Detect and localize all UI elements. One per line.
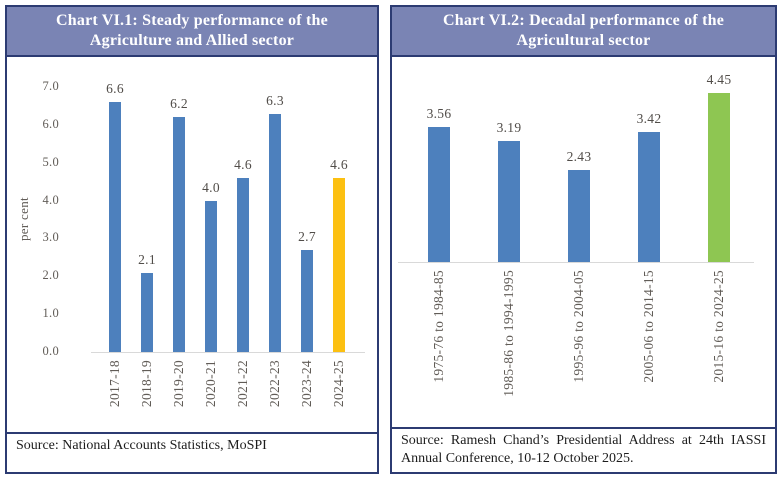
chart-area-annual-growth: 0.0 1.0 2.0 3.0 4.0 5.0 6.0 7.0 per cent 6.6 2017-… xyxy=(7,57,377,432)
bar-2022-23 xyxy=(269,114,281,352)
bar-2017-18 xyxy=(109,102,121,352)
x-axis-tick-label: 1995-96 to 2004-05 xyxy=(571,270,586,383)
x-axis-tick-label: 2020-21 xyxy=(203,360,218,408)
chart-area-decadal-growth: 3.56 1975-76 to 1984-85 3.19 1985-86 to 199… xyxy=(392,57,775,427)
bar-2021-22 xyxy=(237,178,249,352)
x-axis-tick-label: 2015-16 to 2024-25 xyxy=(711,270,726,383)
bar-value-label: 2.7 xyxy=(298,229,316,244)
chart-title: Chart VI.2: Decadal performance of the A… xyxy=(392,7,775,57)
bar-value-label: 6.6 xyxy=(106,81,124,96)
bar-value-label: 4.6 xyxy=(234,157,252,172)
y-axis-tick-label: 6.0 xyxy=(42,116,59,131)
bar-value-label: 6.2 xyxy=(170,96,188,111)
bar-value-label: 6.3 xyxy=(266,93,284,108)
x-axis-tick-label: 2021-22 xyxy=(235,360,250,408)
x-axis-tick-label: 2017-18 xyxy=(107,360,122,408)
x-axis-line xyxy=(398,262,754,263)
bar-value-label: 3.56 xyxy=(426,106,452,121)
bar-value-label: 4.45 xyxy=(706,72,732,87)
bar-2023-24 xyxy=(301,250,313,352)
x-axis-tick-label: 2022-23 xyxy=(267,360,282,408)
y-axis-tick-label: 1.0 xyxy=(42,306,59,321)
chart-title: Chart VI.1: Steady performance of the Ag… xyxy=(7,7,377,57)
bar-value-label: 4.0 xyxy=(202,180,220,195)
y-axis-tick-label: 4.0 xyxy=(42,192,59,207)
x-axis-line xyxy=(91,352,365,353)
x-axis-tick-label: 2019-20 xyxy=(171,360,186,408)
bar-value-label: 2.43 xyxy=(566,149,592,164)
source-note: Source: Ramesh Chand’s Presidential Addr… xyxy=(392,426,775,472)
bar-2020-21 xyxy=(205,201,217,352)
bar-value-label: 3.19 xyxy=(496,120,522,135)
x-axis-tick-label: 2018-19 xyxy=(139,360,154,408)
bar-1985-86 to 1994-1995 xyxy=(498,141,520,262)
y-axis-title: per cent xyxy=(16,197,31,242)
bar-2019-20 xyxy=(173,117,185,352)
bar-1995-96 to 2004-05 xyxy=(568,170,590,262)
source-note: Source: National Accounts Statistics, Mo… xyxy=(7,432,377,472)
bar-2005-06 to 2014-15 xyxy=(638,132,660,262)
bar-2018-19 xyxy=(141,273,153,352)
x-axis-tick-label: 1975-76 to 1984-85 xyxy=(431,270,446,383)
y-axis-tick-label: 7.0 xyxy=(42,79,59,94)
y-axis-tick-label: 0.0 xyxy=(42,344,59,358)
y-axis-tick-label: 3.0 xyxy=(42,230,59,245)
chart-panel-agriculture-annual: Chart VI.1: Steady performance of the Ag… xyxy=(5,5,379,474)
chart-panel-agriculture-decadal: Chart VI.2: Decadal performance of the A… xyxy=(390,5,777,474)
x-axis-tick-label: 2023-24 xyxy=(299,360,314,408)
bar-2015-16 to 2024-25 xyxy=(708,93,730,262)
x-axis-tick-label: 2005-06 to 2014-15 xyxy=(641,270,656,383)
bar-1975-76 to 1984-85 xyxy=(428,127,450,262)
x-axis-tick-label: 1985-86 to 1994-1995 xyxy=(501,270,516,397)
bar-2024-25 xyxy=(333,178,345,352)
bar-value-label: 4.6 xyxy=(330,157,348,172)
y-axis-tick-label: 5.0 xyxy=(42,154,59,169)
bar-value-label: 3.42 xyxy=(636,111,662,126)
x-axis-tick-label: 2024-25 xyxy=(331,360,346,408)
y-axis-tick-label: 2.0 xyxy=(42,268,59,283)
bar-value-label: 2.1 xyxy=(138,252,156,267)
